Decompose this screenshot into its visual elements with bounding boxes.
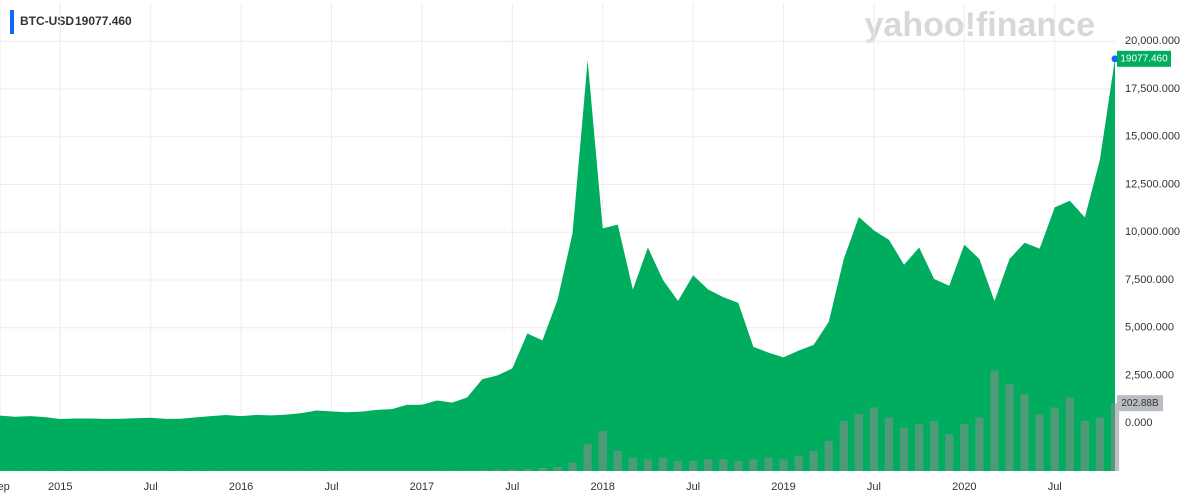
volume-bar: [643, 459, 653, 471]
volume-bar: [583, 444, 592, 471]
volume-bar: [719, 459, 728, 471]
volume-bar: [538, 467, 547, 471]
volume-bar: [839, 420, 848, 471]
ticker: BTC-USD: [20, 14, 74, 28]
x-tick-label: Jul: [324, 481, 338, 493]
volume-bar: [598, 430, 607, 471]
header-price: 19077.460: [75, 14, 132, 28]
y-tick-label: 2,500.000: [1125, 369, 1174, 381]
last-price-label: 19077.460: [1120, 53, 1168, 64]
volume-bar: [930, 420, 939, 471]
volume-bar: [899, 427, 909, 471]
volume-bar: [734, 460, 743, 471]
volume-bar: [613, 450, 622, 471]
volume-bar: [1080, 420, 1090, 471]
volume-bar: [854, 414, 863, 471]
volume-bar: [688, 460, 698, 471]
volume-bar: [1095, 417, 1105, 471]
x-tick-label: 2020: [952, 481, 976, 493]
volume-bar: [1065, 397, 1074, 471]
x-tick-label: Jul: [686, 481, 700, 493]
x-tick-label: Jul: [144, 481, 158, 493]
volume-bar: [779, 459, 788, 471]
y-tick-label: 15,000.000: [1125, 131, 1180, 143]
volume-bar: [749, 459, 758, 471]
volume-bar: [478, 469, 487, 471]
volume-bar: [508, 469, 517, 471]
volume-bar: [1050, 407, 1059, 471]
volume-bar: [523, 468, 532, 471]
volume-bar: [869, 407, 879, 471]
x-tick-label: 2016: [229, 481, 253, 493]
y-tick-label: 20,000.000: [1125, 35, 1180, 47]
x-tick-label: 2018: [590, 481, 614, 493]
x-tick-label: Jul: [505, 481, 519, 493]
volume-bar: [1035, 414, 1044, 471]
volume-bar: [960, 424, 969, 471]
last-volume-label: 202.88B: [1121, 398, 1159, 409]
x-tick-label: 2015: [48, 481, 72, 493]
volume-bar: [628, 457, 637, 471]
x-tick-label: 2017: [410, 481, 434, 493]
x-tick-label: Jul: [867, 481, 881, 493]
volume-bar: [553, 466, 562, 471]
x-tick-label: Jul: [1048, 481, 1062, 493]
volume-bar: [447, 470, 457, 471]
y-tick-label: 12,500.000: [1125, 178, 1180, 190]
x-tick-label: 2019: [771, 481, 795, 493]
volume-bar: [884, 417, 894, 471]
volume-bar: [493, 469, 502, 471]
volume-bar: [764, 457, 773, 471]
volume-bar: [673, 460, 683, 471]
x-tick-label: Sep: [0, 481, 10, 493]
last-volume-box: [1117, 395, 1163, 412]
volume-bar: [1020, 394, 1029, 471]
volume-bar: [975, 417, 984, 471]
volume-bar: [794, 455, 803, 471]
y-tick-label: 10,000.000: [1125, 226, 1180, 238]
volume-bar: [568, 462, 577, 471]
volume-bar: [824, 440, 833, 471]
volume-bar: [462, 470, 472, 471]
volume-bar: [990, 370, 999, 471]
volume-bar: [704, 459, 713, 471]
volume-bar: [945, 434, 954, 471]
volume-bar: [1110, 403, 1120, 471]
ticker-marker: [10, 10, 14, 34]
grid: [0, 3, 1115, 471]
y-tick-label: 7,500.000: [1125, 274, 1174, 286]
price-area: [0, 58, 1115, 471]
last-price-box: [1117, 50, 1171, 67]
y-tick-label: 17,500.000: [1125, 83, 1180, 95]
y-tick-label: 5,000.000: [1125, 322, 1174, 334]
y-tick-label: 0.000: [1125, 417, 1153, 429]
last-point: [1111, 55, 1119, 63]
volume-bar: [914, 424, 924, 471]
volume-bar: [809, 450, 818, 471]
volume-bar: [658, 457, 668, 471]
watermark: yahoo!finance: [865, 6, 1095, 44]
volume-bar: [1005, 384, 1014, 471]
